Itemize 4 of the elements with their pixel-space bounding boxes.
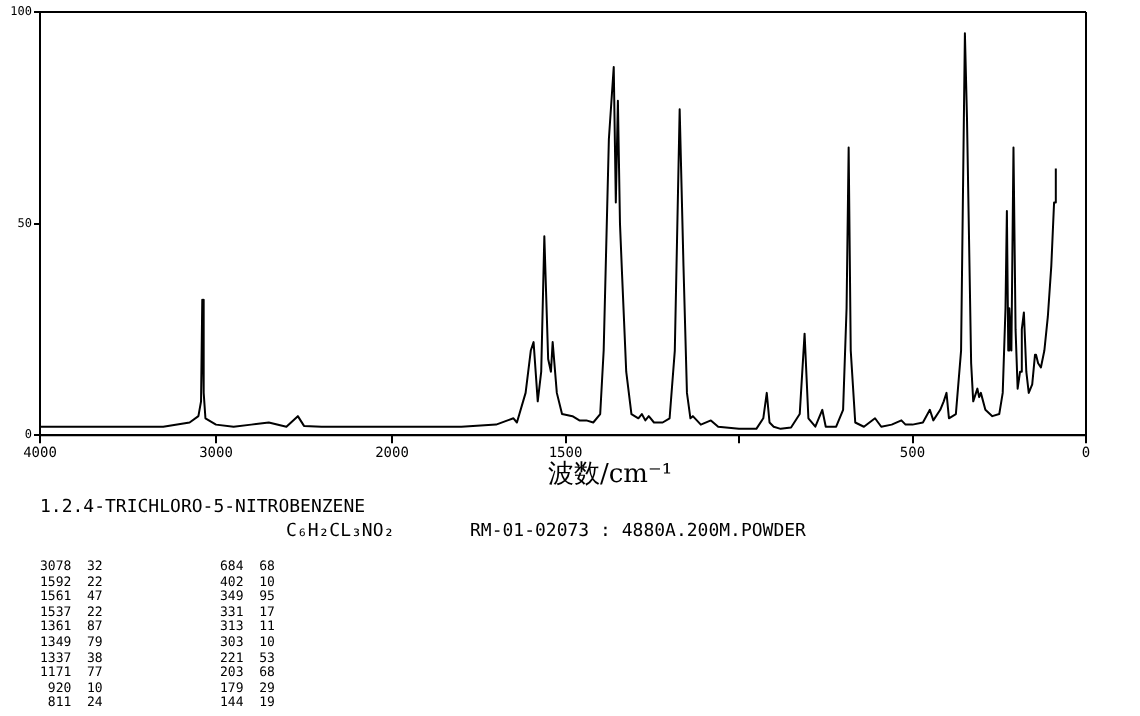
text: 1.2.4-TRICHLORO-5-NITROBENZENE [40, 498, 366, 518]
x-axis-title: 波数/cm⁻¹ [547, 460, 673, 490]
text: C₆H₂CL₃NO₂ [286, 522, 395, 542]
text: RM-01-02073 : 4880A.200M.POWDER [470, 522, 806, 542]
